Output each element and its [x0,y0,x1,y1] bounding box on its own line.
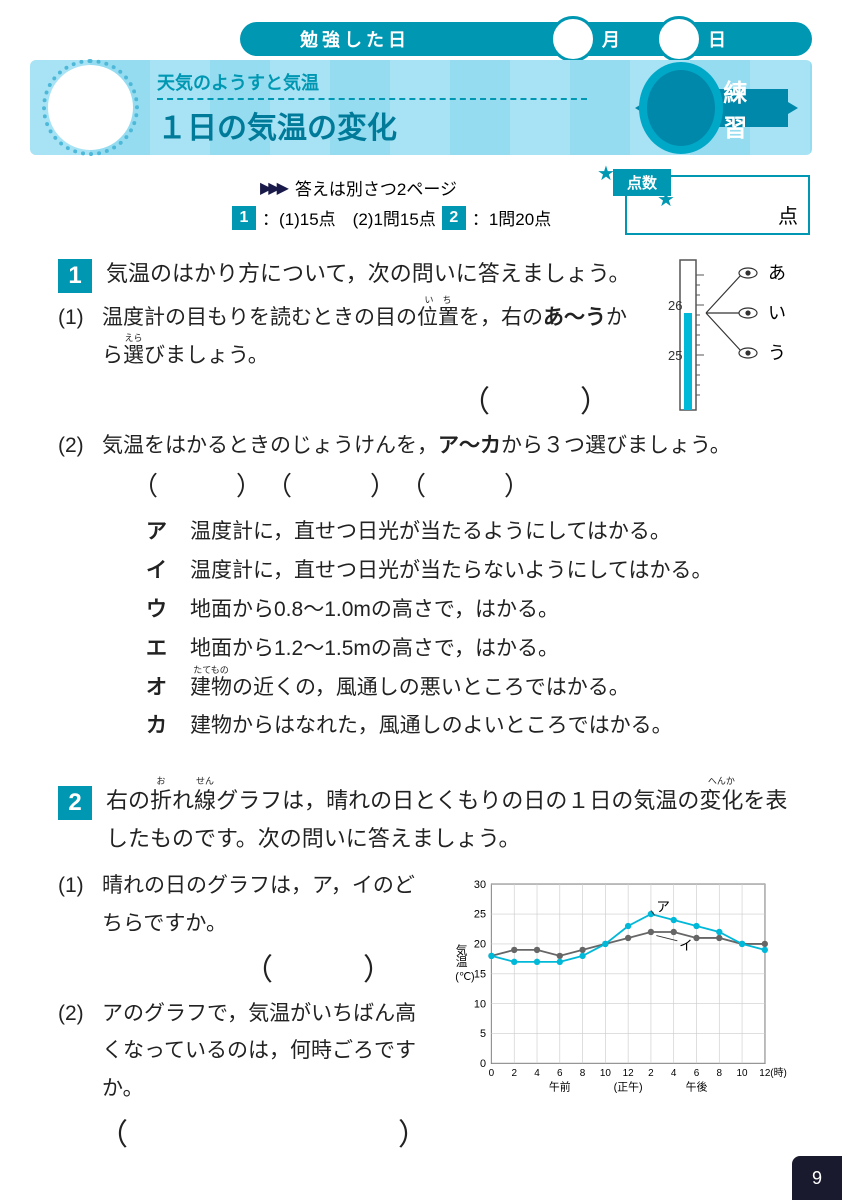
svg-text:26: 26 [668,298,682,313]
day-blank[interactable] [656,16,702,62]
q1-2-blank-2[interactable]: （ ） [266,464,396,511]
scoring-info: 1 ：(1)15点 (2)1問15点 2 ：1問20点 [230,205,551,230]
svg-text:10: 10 [474,998,486,1010]
svg-text:午前: 午前 [549,1080,571,1094]
svg-text:12: 12 [759,1068,771,1079]
svg-text:あ: あ [768,263,786,283]
month-blank[interactable] [550,16,596,62]
svg-text:6: 6 [694,1068,700,1079]
unit-header: 6 天気のようすと気温 １日の気温の変化 練 習 [30,60,812,155]
q1-sub2-text: 気温をはかるときのじょうけんを，ア～カから３つ選びましょう。 （ ） （ ） （… [102,427,792,512]
unit-subtitle: 天気のようすと気温 [157,69,587,95]
q2-sub1-text: 晴れの日のグラフは，ア，イのどちらですか。 [102,867,428,943]
star-icon: ★ [657,187,675,212]
unit-title: １日の気温の変化 [157,103,587,147]
q1-sub1-num: (1) [58,299,102,375]
svg-text:12: 12 [623,1068,635,1079]
svg-text:午後: 午後 [686,1080,708,1094]
q1-sub2-num: (2) [58,427,102,512]
svg-text:10: 10 [600,1068,612,1079]
question-number-1: 1 [58,259,92,293]
svg-text:2: 2 [511,1068,517,1079]
svg-text:0: 0 [480,1058,486,1070]
svg-text:う: う [768,343,786,363]
svg-text:(℃): (℃) [455,971,474,983]
triangle-icon: ▶▶▶ [260,178,285,198]
score-text-2: ：1問20点 [472,205,551,230]
svg-text:20: 20 [474,939,486,951]
answer-ref-text: 答えは別さつ2ページ [295,175,457,200]
svg-text:6: 6 [557,1068,563,1079]
q1-2-blank-3[interactable]: （ ） [400,464,530,511]
score-box-1: 1 [232,206,256,230]
svg-text:(時): (時) [770,1067,787,1079]
temperature-chart: 05101520253002468101224681012(時)午前(正午)午後… [448,861,792,1121]
svg-text:15: 15 [474,968,486,980]
svg-text:30: 30 [474,879,486,891]
date-label: 勉強した日 [300,26,410,52]
q2-sub1-num: (1) [58,867,102,943]
svg-text:25: 25 [474,909,486,921]
svg-text:5: 5 [480,1028,486,1040]
q1-choices: ア温度計に，直せつ日光が当たるようにしてはかる。 イ温度計に，直せつ日光が当たら… [146,513,792,746]
page-number: 9 [792,1156,842,1200]
date-bar: 勉強した日 月 日 [240,22,812,56]
svg-text:気温: 気温 [454,943,467,967]
question-number-2: 2 [58,786,92,820]
score-box-2: 2 [442,206,466,230]
svg-text:8: 8 [580,1068,586,1079]
thermometer-figure: 26 25 あ い う [656,255,786,415]
q2-sub2-num: (2) [58,995,102,1108]
score-text-1: ：(1)15点 (2)1問15点 [262,205,436,230]
q2-1-answer-blank[interactable]: （ ） [208,945,428,989]
practice-text: 練 習 [723,73,794,143]
svg-text:4: 4 [671,1068,677,1079]
unit-badge: 6 [48,65,133,150]
score-input-box[interactable]: ★ 点数 ★ 点 [625,175,810,235]
q2-sub2-text: アのグラフで，気温がいちばん高くなっているのは，何時ごろですか。 [102,995,428,1108]
svg-text:イ: イ [679,938,693,953]
svg-text:10: 10 [737,1068,749,1079]
svg-text:4: 4 [534,1068,540,1079]
svg-text:(正午): (正午) [614,1081,643,1094]
day-unit: 日 [708,26,726,52]
q1-2-blank-1[interactable]: （ ） [132,464,262,511]
score-unit: 点 [778,200,798,229]
unit-number: 6 [58,75,124,141]
q2-2-answer-blank[interactable]: （ ） [98,1110,428,1154]
svg-text:0: 0 [489,1068,495,1079]
q1-sub1-text: 温度計の目もりを読むときの目のい ち位置を，右のあ～うからえら選びましょう。 [102,299,642,375]
answer-reference: ▶▶▶ 答えは別さつ2ページ [260,175,457,200]
svg-text:25: 25 [668,348,682,363]
svg-text:8: 8 [717,1068,723,1079]
svg-text:ア: ア [656,900,670,915]
question-2-text: 右のお折れせん線グラフは，晴れの日とくもりの日の１日の気温のへんか変化を表したも… [106,782,792,857]
month-unit: 月 [602,26,620,52]
svg-text:い: い [768,303,786,323]
practice-badge: 練 習 [639,70,794,145]
svg-text:2: 2 [648,1068,654,1079]
